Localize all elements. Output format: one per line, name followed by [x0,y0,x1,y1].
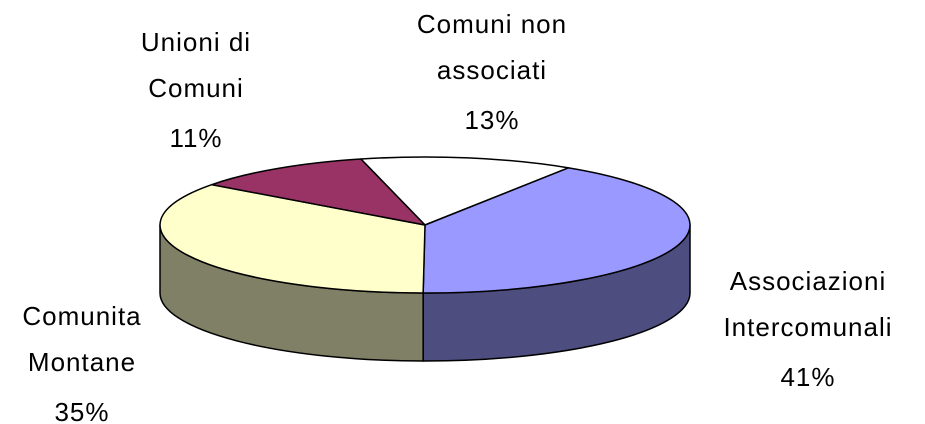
slice-label: Associazioni Intercomunali [723,266,892,342]
slice-label: Unioni di Comuni [141,27,251,103]
percent-label: 41% [780,362,835,392]
percent-label: 13% [464,105,519,135]
slice [422,167,691,294]
label-line: associati [437,55,547,85]
label-line: Intercomunali [723,312,892,342]
label-line: Comuni [148,73,244,103]
label-line: Associazioni [730,266,887,296]
slice-label: Comuni non associati [417,9,567,85]
label-line: Comuni non [417,9,567,39]
slice [360,156,570,226]
label-line: Comunita [22,301,141,331]
label-line: Montane [28,347,136,377]
percent-label: 35% [54,397,109,424]
slice [210,158,426,226]
percent-label: 11% [169,123,222,153]
slice-label: Comunita Montane [22,301,141,377]
slice [159,183,426,294]
label-line: Unioni di [141,27,251,57]
